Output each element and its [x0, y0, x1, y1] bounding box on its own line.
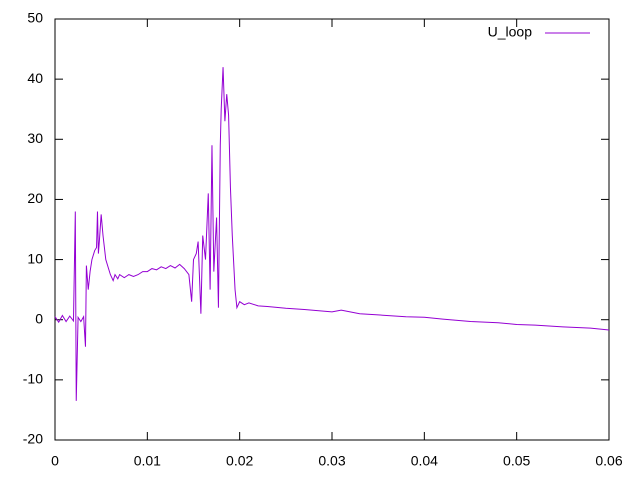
x-tick-label: 0.06 — [595, 453, 622, 469]
y-tick-label: 40 — [27, 70, 43, 86]
x-tick-label: 0.01 — [134, 453, 161, 469]
x-tick-label: 0.04 — [411, 453, 438, 469]
x-tick-label: 0.03 — [318, 453, 345, 469]
y-tick-label: -10 — [23, 371, 43, 387]
y-tick-label: -20 — [23, 431, 43, 447]
y-tick-label: 20 — [27, 190, 43, 206]
y-tick-label: 30 — [27, 130, 43, 146]
y-tick-label: 10 — [27, 250, 43, 266]
x-tick-label: 0.05 — [503, 453, 530, 469]
x-tick-label: 0.02 — [226, 453, 253, 469]
legend-label: U_loop — [488, 24, 533, 40]
data-line — [54, 67, 610, 401]
y-tick-label: 50 — [27, 10, 43, 26]
plot-border — [54, 18, 610, 441]
x-tick-label: 0 — [51, 453, 59, 469]
y-tick-label: 0 — [35, 310, 43, 326]
